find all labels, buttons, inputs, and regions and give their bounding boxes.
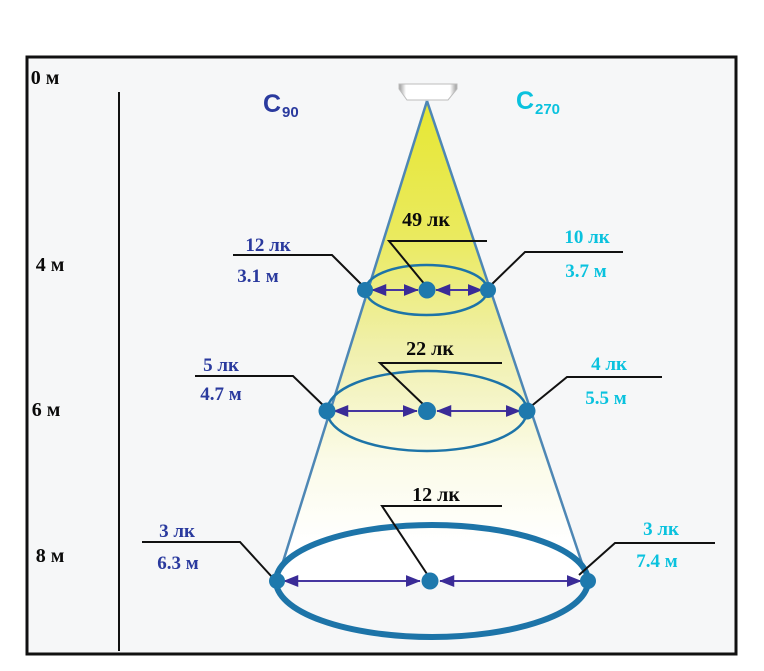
leader-6m-right [528,376,662,409]
lux-right-4m: 10 лк [564,227,609,248]
plane-c270-label: C [516,87,534,115]
edge-dot-6m-right [518,402,536,420]
edge-dot-4m-right [480,282,496,298]
plane-c270-subscript: 270 [535,101,560,118]
axis-tick-0m: 0 м [31,67,60,89]
lux-right-8m: 3 лк [643,519,679,540]
plane-c90-subscript: 90 [282,104,299,121]
lux-left-6m: 5 лк [203,355,239,376]
center-dot-4m [418,281,436,299]
radius-left-6m: 4.7 м [200,384,242,405]
plane-c90-label: C [263,90,281,118]
leader-4m-right [489,251,623,287]
leader-6m-center [377,362,502,408]
leader-8m-center [380,505,502,578]
lux-right-6m: 4 лк [591,354,627,375]
luminaire-icon [398,83,458,101]
cone-edge-right [425,100,590,582]
edge-dot-6m-left [318,402,336,420]
axis-tick-8m: 8 м [36,545,65,567]
center-dot-6m [418,402,436,420]
edge-dot-8m-left [269,573,285,589]
edge-dot-8m-right [580,573,596,589]
lux-left-4m: 12 лк [245,235,290,256]
light-cone-beam [277,101,588,581]
lux-center-4m: 49 лк [402,209,450,231]
leader-8m-right [578,542,715,576]
axis-tick-4m: 4 м [36,254,65,276]
edge-dot-4m-left [357,282,373,298]
radius-left-8m: 6.3 м [157,553,199,574]
lux-left-8m: 3 лк [159,521,195,542]
lux-center-8m: 12 лк [412,484,460,506]
leader-8m-left [142,541,273,578]
leader-4m-center [386,240,487,287]
axis-tick-6m: 6 м [32,399,61,421]
radius-right-8m: 7.4 м [636,551,678,572]
center-dot-8m [421,572,439,590]
leader-6m-left [195,375,327,409]
cone-edge-left [275,100,429,582]
leader-4m-left [233,254,365,288]
radius-right-4m: 3.7 м [565,261,607,282]
lux-center-6m: 22 лк [406,338,454,360]
radius-right-6m: 5.5 м [585,388,627,409]
radius-left-4m: 3.1 м [237,266,279,287]
